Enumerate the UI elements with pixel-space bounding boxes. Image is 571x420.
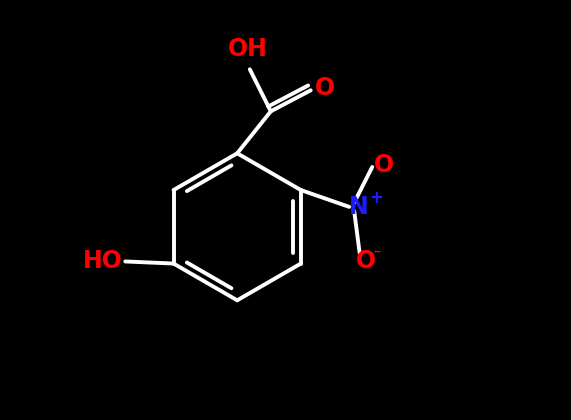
Text: ⁻: ⁻ xyxy=(373,246,382,264)
Text: OH: OH xyxy=(228,37,268,61)
Text: O: O xyxy=(356,249,376,273)
Text: N: N xyxy=(349,195,369,219)
Text: O: O xyxy=(375,153,395,177)
Text: +: + xyxy=(369,189,383,207)
Text: O: O xyxy=(315,76,335,100)
Text: HO: HO xyxy=(83,249,123,273)
